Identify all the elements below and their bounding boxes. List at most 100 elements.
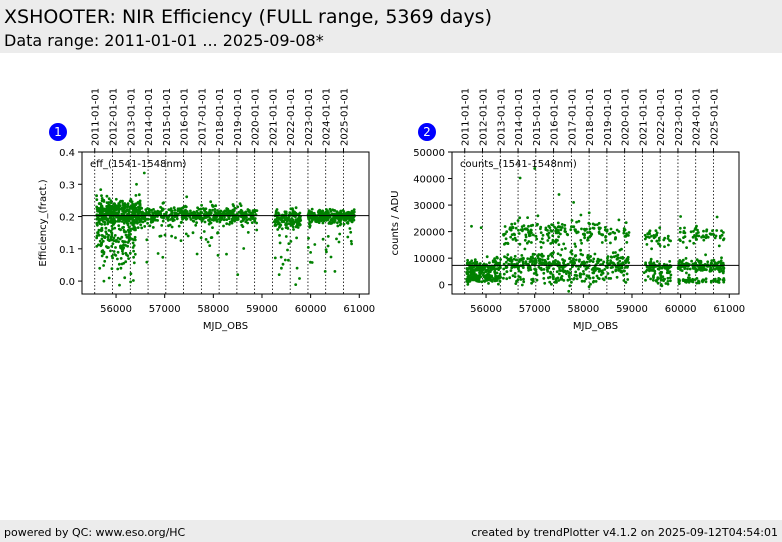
data-point <box>148 224 152 228</box>
data-point <box>550 282 553 286</box>
data-point <box>473 273 477 277</box>
data-point <box>203 220 207 224</box>
data-point <box>710 259 714 262</box>
data-point <box>95 222 99 226</box>
data-point <box>696 228 699 232</box>
data-point <box>679 260 682 264</box>
date-tick-label: 2023-01-01 <box>304 88 315 146</box>
data-point <box>348 227 352 230</box>
data-point <box>590 268 594 271</box>
data-point <box>117 240 120 244</box>
data-point <box>624 261 627 265</box>
data-point <box>622 273 626 277</box>
data-point <box>482 271 486 274</box>
data-point <box>246 231 250 234</box>
data-point <box>646 275 650 278</box>
data-point <box>116 267 120 271</box>
data-point <box>555 229 559 233</box>
data-point <box>547 254 550 258</box>
data-point <box>517 265 521 269</box>
data-point <box>132 225 136 229</box>
x-tick-label: 59000 <box>616 304 648 315</box>
data-point <box>251 217 255 221</box>
data-point <box>122 206 126 210</box>
data-point <box>657 267 661 271</box>
y-tick-label: 40000 <box>413 175 445 186</box>
data-point <box>207 222 211 226</box>
data-point <box>667 243 670 247</box>
data-point <box>572 225 576 229</box>
data-point <box>169 207 173 211</box>
data-point <box>582 270 585 273</box>
date-tick-label: 2018-01-01 <box>585 88 596 146</box>
data-point <box>557 279 561 282</box>
data-point <box>534 268 538 271</box>
data-point <box>513 254 517 258</box>
data-point <box>106 246 109 250</box>
data-point <box>274 218 277 222</box>
data-point <box>720 229 723 233</box>
date-tick-label: 2020-01-01 <box>621 88 632 146</box>
data-point <box>506 242 510 246</box>
date-tick-label: 2012-01-01 <box>478 88 489 146</box>
data-point <box>642 271 646 274</box>
data-point <box>531 257 535 260</box>
data-point <box>129 280 133 284</box>
data-point <box>132 279 135 282</box>
data-point <box>579 238 583 242</box>
data-point-outlier <box>518 176 522 180</box>
data-point <box>624 281 628 284</box>
data-point <box>289 240 293 243</box>
data-point <box>180 220 183 224</box>
data-point <box>114 220 117 223</box>
data-point <box>600 241 604 244</box>
data-point <box>688 276 691 280</box>
data-point <box>522 280 526 284</box>
data-point-outlier <box>100 194 103 198</box>
data-point <box>97 228 101 232</box>
date-tick-label: 2015-01-01 <box>162 88 173 146</box>
data-point <box>114 197 118 201</box>
data-point <box>107 220 111 224</box>
data-point <box>693 234 696 237</box>
data-point <box>308 210 311 214</box>
data-point <box>161 219 165 223</box>
data-point <box>336 221 339 225</box>
data-point <box>718 277 722 281</box>
x-tick-label: 60000 <box>295 304 327 315</box>
data-point <box>311 216 314 220</box>
data-point <box>471 278 475 282</box>
data-point <box>172 206 176 210</box>
data-point <box>688 239 692 243</box>
data-point <box>309 260 312 264</box>
data-point <box>693 228 697 231</box>
data-point <box>600 270 604 274</box>
data-point <box>659 283 663 286</box>
data-point <box>111 242 115 246</box>
data-point <box>557 235 560 239</box>
data-point <box>649 257 653 261</box>
data-point <box>699 261 703 264</box>
data-point <box>601 233 604 237</box>
data-point <box>660 270 664 274</box>
data-point <box>541 233 545 237</box>
data-point <box>611 270 615 274</box>
data-point <box>123 276 127 280</box>
data-point <box>124 230 128 234</box>
data-point <box>487 266 490 269</box>
data-point-outlier <box>236 273 240 276</box>
data-point <box>658 226 662 230</box>
data-point <box>116 257 119 261</box>
x-axis-label: MJD_OBS <box>203 321 248 332</box>
data-point <box>131 241 135 245</box>
data-point <box>143 225 147 228</box>
data-point <box>110 267 114 270</box>
data-point <box>684 257 688 260</box>
data-point <box>241 211 245 215</box>
data-point <box>132 238 136 242</box>
data-point <box>141 220 145 224</box>
data-point <box>100 237 104 241</box>
data-point <box>593 223 597 227</box>
data-point <box>513 233 516 237</box>
data-point <box>272 220 276 224</box>
